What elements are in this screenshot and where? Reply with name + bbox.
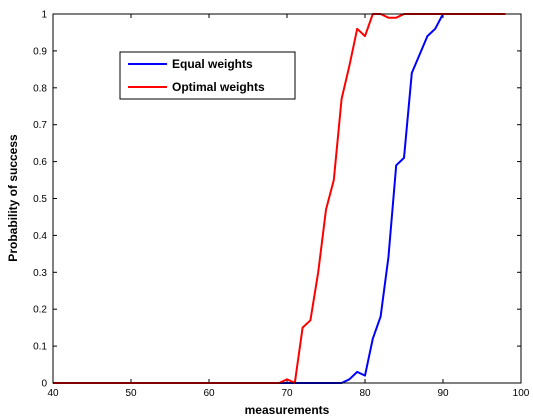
x-tick-label: 60 bbox=[203, 388, 215, 399]
y-tick-label: 0.8 bbox=[33, 83, 47, 94]
x-tick-label: 40 bbox=[47, 388, 59, 399]
x-axis-label: measurements bbox=[245, 403, 330, 417]
x-tick-labels: 40 50 60 70 80 90 100 bbox=[47, 388, 529, 399]
y-tick-label: 0.9 bbox=[33, 46, 47, 57]
y-tick-label: 0.1 bbox=[33, 342, 47, 353]
legend-label-equal-weights: Equal weights bbox=[172, 57, 253, 71]
plot-area-frame bbox=[52, 13, 522, 384]
y-tick-label: 0.5 bbox=[33, 194, 47, 205]
x-tick-label: 90 bbox=[437, 388, 449, 399]
y-tick-label: 1 bbox=[41, 10, 47, 21]
y-tick-label: 0 bbox=[41, 379, 47, 390]
legend-label-optimal-weights: Optimal weights bbox=[172, 80, 265, 94]
y-tick-label: 0.6 bbox=[33, 157, 47, 168]
x-tick-label: 70 bbox=[281, 388, 293, 399]
legend: Equal weights Optimal weights bbox=[119, 51, 296, 100]
y-axis-label: Probability of success bbox=[6, 134, 20, 262]
y-tick-label: 0.3 bbox=[33, 268, 47, 279]
x-tick-label: 50 bbox=[125, 388, 137, 399]
y-tick-label: 0.2 bbox=[33, 305, 47, 316]
legend-box bbox=[119, 51, 296, 100]
x-tick-label: 100 bbox=[513, 388, 530, 399]
x-tick-label: 80 bbox=[359, 388, 371, 399]
y-tick-label: 0.7 bbox=[33, 120, 47, 131]
y-tick-label: 0.4 bbox=[33, 231, 47, 242]
y-tick-labels: 0 0.1 0.2 0.3 0.4 0.5 0.6 0.7 0.8 0.9 1 bbox=[33, 10, 47, 390]
